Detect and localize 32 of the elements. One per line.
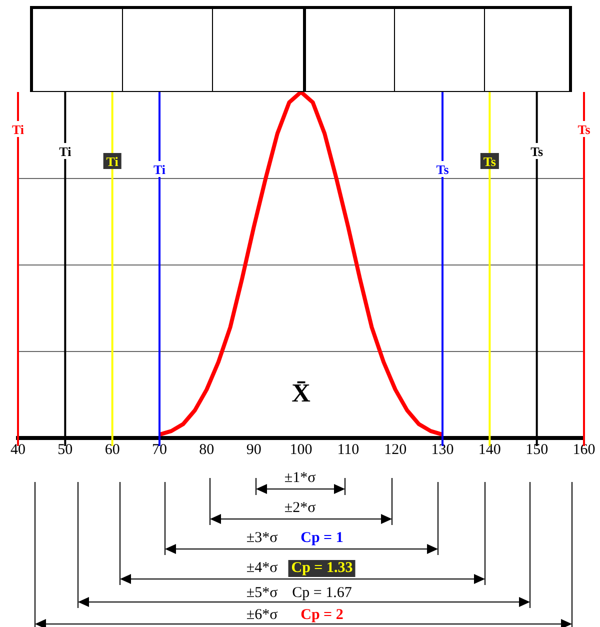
x-tick-label: 90	[246, 442, 262, 458]
x-tick-label: 50	[58, 442, 73, 458]
x-tick-label: 120	[384, 442, 407, 458]
text: Cp = 2	[300, 607, 344, 624]
x-tick-label: 140	[478, 442, 501, 458]
text: ±5*σ	[246, 585, 278, 602]
ref-line-label: Ts	[436, 162, 449, 177]
text: ±3*σ	[246, 530, 278, 547]
ref-line-label: Ts	[578, 122, 590, 137]
x-tick-label: 110	[337, 442, 360, 458]
ref-line-label: Ti	[59, 144, 72, 159]
x-tick-label: 80	[199, 442, 214, 458]
x-tick-label: 150	[526, 442, 548, 458]
text: Cp = 1.33	[288, 560, 356, 577]
ref-line-label: Ts	[530, 144, 544, 159]
x-tick-label: 160	[572, 442, 596, 458]
annotation: X̄	[292, 378, 311, 408]
x-tick-label: 60	[104, 442, 120, 458]
x-tick-label: 130	[431, 442, 454, 458]
ref-line-label: Ti	[153, 162, 166, 177]
text: ±6*σ	[246, 607, 278, 624]
text: Cp = 1	[300, 530, 344, 547]
ref-line-label: Ti	[12, 122, 24, 137]
text: ±1*σ	[284, 470, 316, 487]
x-tick-label: 70	[152, 442, 167, 458]
x-tick-label: 40	[10, 442, 26, 458]
text: ±2*σ	[284, 500, 316, 517]
ref-line-label: Ti	[106, 154, 119, 169]
text: Cp = 1.67	[292, 585, 352, 602]
x-tick-label: 100	[290, 442, 312, 458]
ref-line-label: Ts	[483, 154, 496, 169]
text: ±4*σ	[246, 560, 278, 577]
